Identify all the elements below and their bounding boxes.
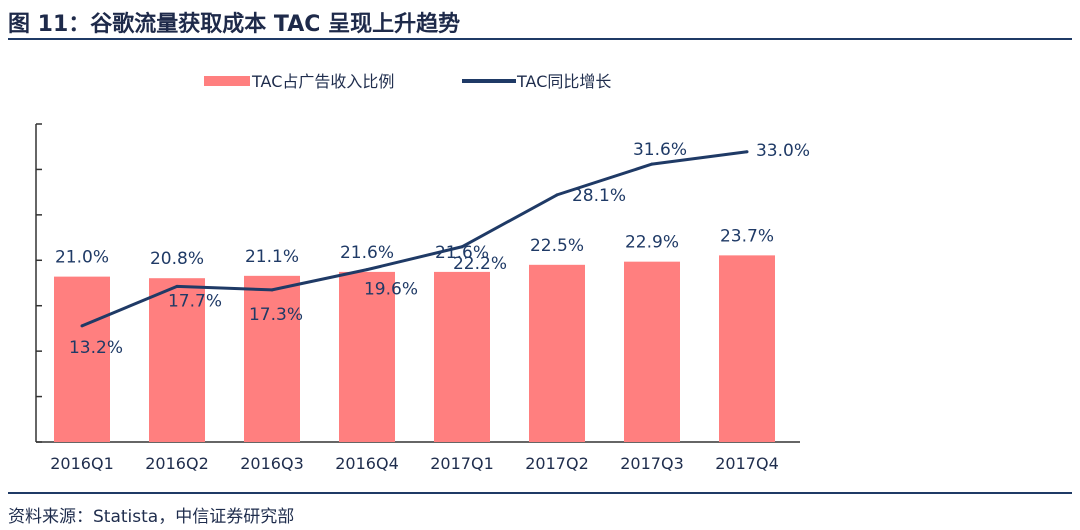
bar-data-label: 20.8%: [150, 249, 204, 269]
x-tick-label: 2017Q3: [620, 454, 684, 473]
line-point: [365, 268, 369, 272]
bar: [719, 255, 775, 442]
x-tick-label: 2016Q3: [240, 454, 304, 473]
tac-chart: TAC占广告收入比例 TAC同比增长 21.0% 20.8% 21.1% 21.6% 2…: [35, 72, 810, 473]
line-point: [650, 162, 654, 166]
chart-title: 图 11：谷歌流量获取成本 TAC 呈现上升趋势: [8, 12, 461, 37]
x-tick-label: 2016Q2: [145, 454, 209, 473]
bar-data-label: 23.7%: [720, 226, 774, 246]
line-point: [270, 288, 274, 292]
x-tick-label: 2016Q4: [335, 454, 399, 473]
line-point: [745, 150, 749, 154]
x-tick-labels: 2016Q1 2016Q2 2016Q3 2016Q4 2017Q1 2017Q2 2017…: [50, 454, 779, 473]
bar-data-label: 21.1%: [245, 247, 299, 267]
bar-data-label: 21.6%: [340, 243, 394, 263]
line-data-label: 17.3%: [249, 305, 303, 325]
legend-swatch-line: [462, 79, 516, 83]
line-data-label: 31.6%: [633, 140, 687, 160]
line-data-label: 13.2%: [69, 338, 123, 358]
bar: [624, 261, 680, 442]
source-divider: [8, 492, 1072, 494]
source-note: 资料来源：Statista，中信证券研究部: [8, 507, 295, 527]
data-labels: 21.0% 20.8% 21.1% 21.6% 21.6% 22.5% 22.9% 23.7%…: [55, 140, 810, 358]
chart-legend: TAC占广告收入比例 TAC同比增长: [204, 72, 611, 91]
line-series: [80, 150, 749, 328]
bar-data-label: 21.6%: [435, 243, 489, 263]
legend-swatch-bar: [204, 76, 250, 86]
x-tick-label: 2017Q1: [430, 454, 494, 473]
bar: [434, 271, 490, 442]
line-data-label: 17.7%: [168, 291, 222, 311]
line-data-label: 33.0%: [756, 141, 810, 161]
bar: [529, 264, 585, 442]
line-point: [175, 284, 179, 288]
line-data-label: 28.1%: [572, 186, 626, 206]
bar-series: [54, 255, 775, 442]
x-tick-label: 2017Q2: [525, 454, 589, 473]
bar-data-label: 21.0%: [55, 248, 109, 268]
bar: [54, 276, 110, 442]
bar-data-label: 22.9%: [625, 233, 679, 253]
legend-label-line: TAC同比增长: [516, 72, 611, 91]
bar-data-label: 22.5%: [530, 236, 584, 256]
line-point: [80, 324, 84, 328]
line-point: [555, 193, 559, 197]
x-tick-label: 2016Q1: [50, 454, 114, 473]
title-divider: [8, 38, 1072, 40]
bar: [244, 275, 300, 442]
line-point: [460, 245, 464, 249]
legend-label-bar: TAC占广告收入比例: [251, 72, 394, 91]
tac-growth-line: [81, 150, 748, 328]
line-data-label: 19.6%: [364, 280, 418, 300]
bar: [339, 271, 395, 442]
bar: [149, 278, 205, 442]
x-tick-label: 2017Q4: [715, 454, 779, 473]
line-data-label: 22.2%: [453, 254, 507, 274]
